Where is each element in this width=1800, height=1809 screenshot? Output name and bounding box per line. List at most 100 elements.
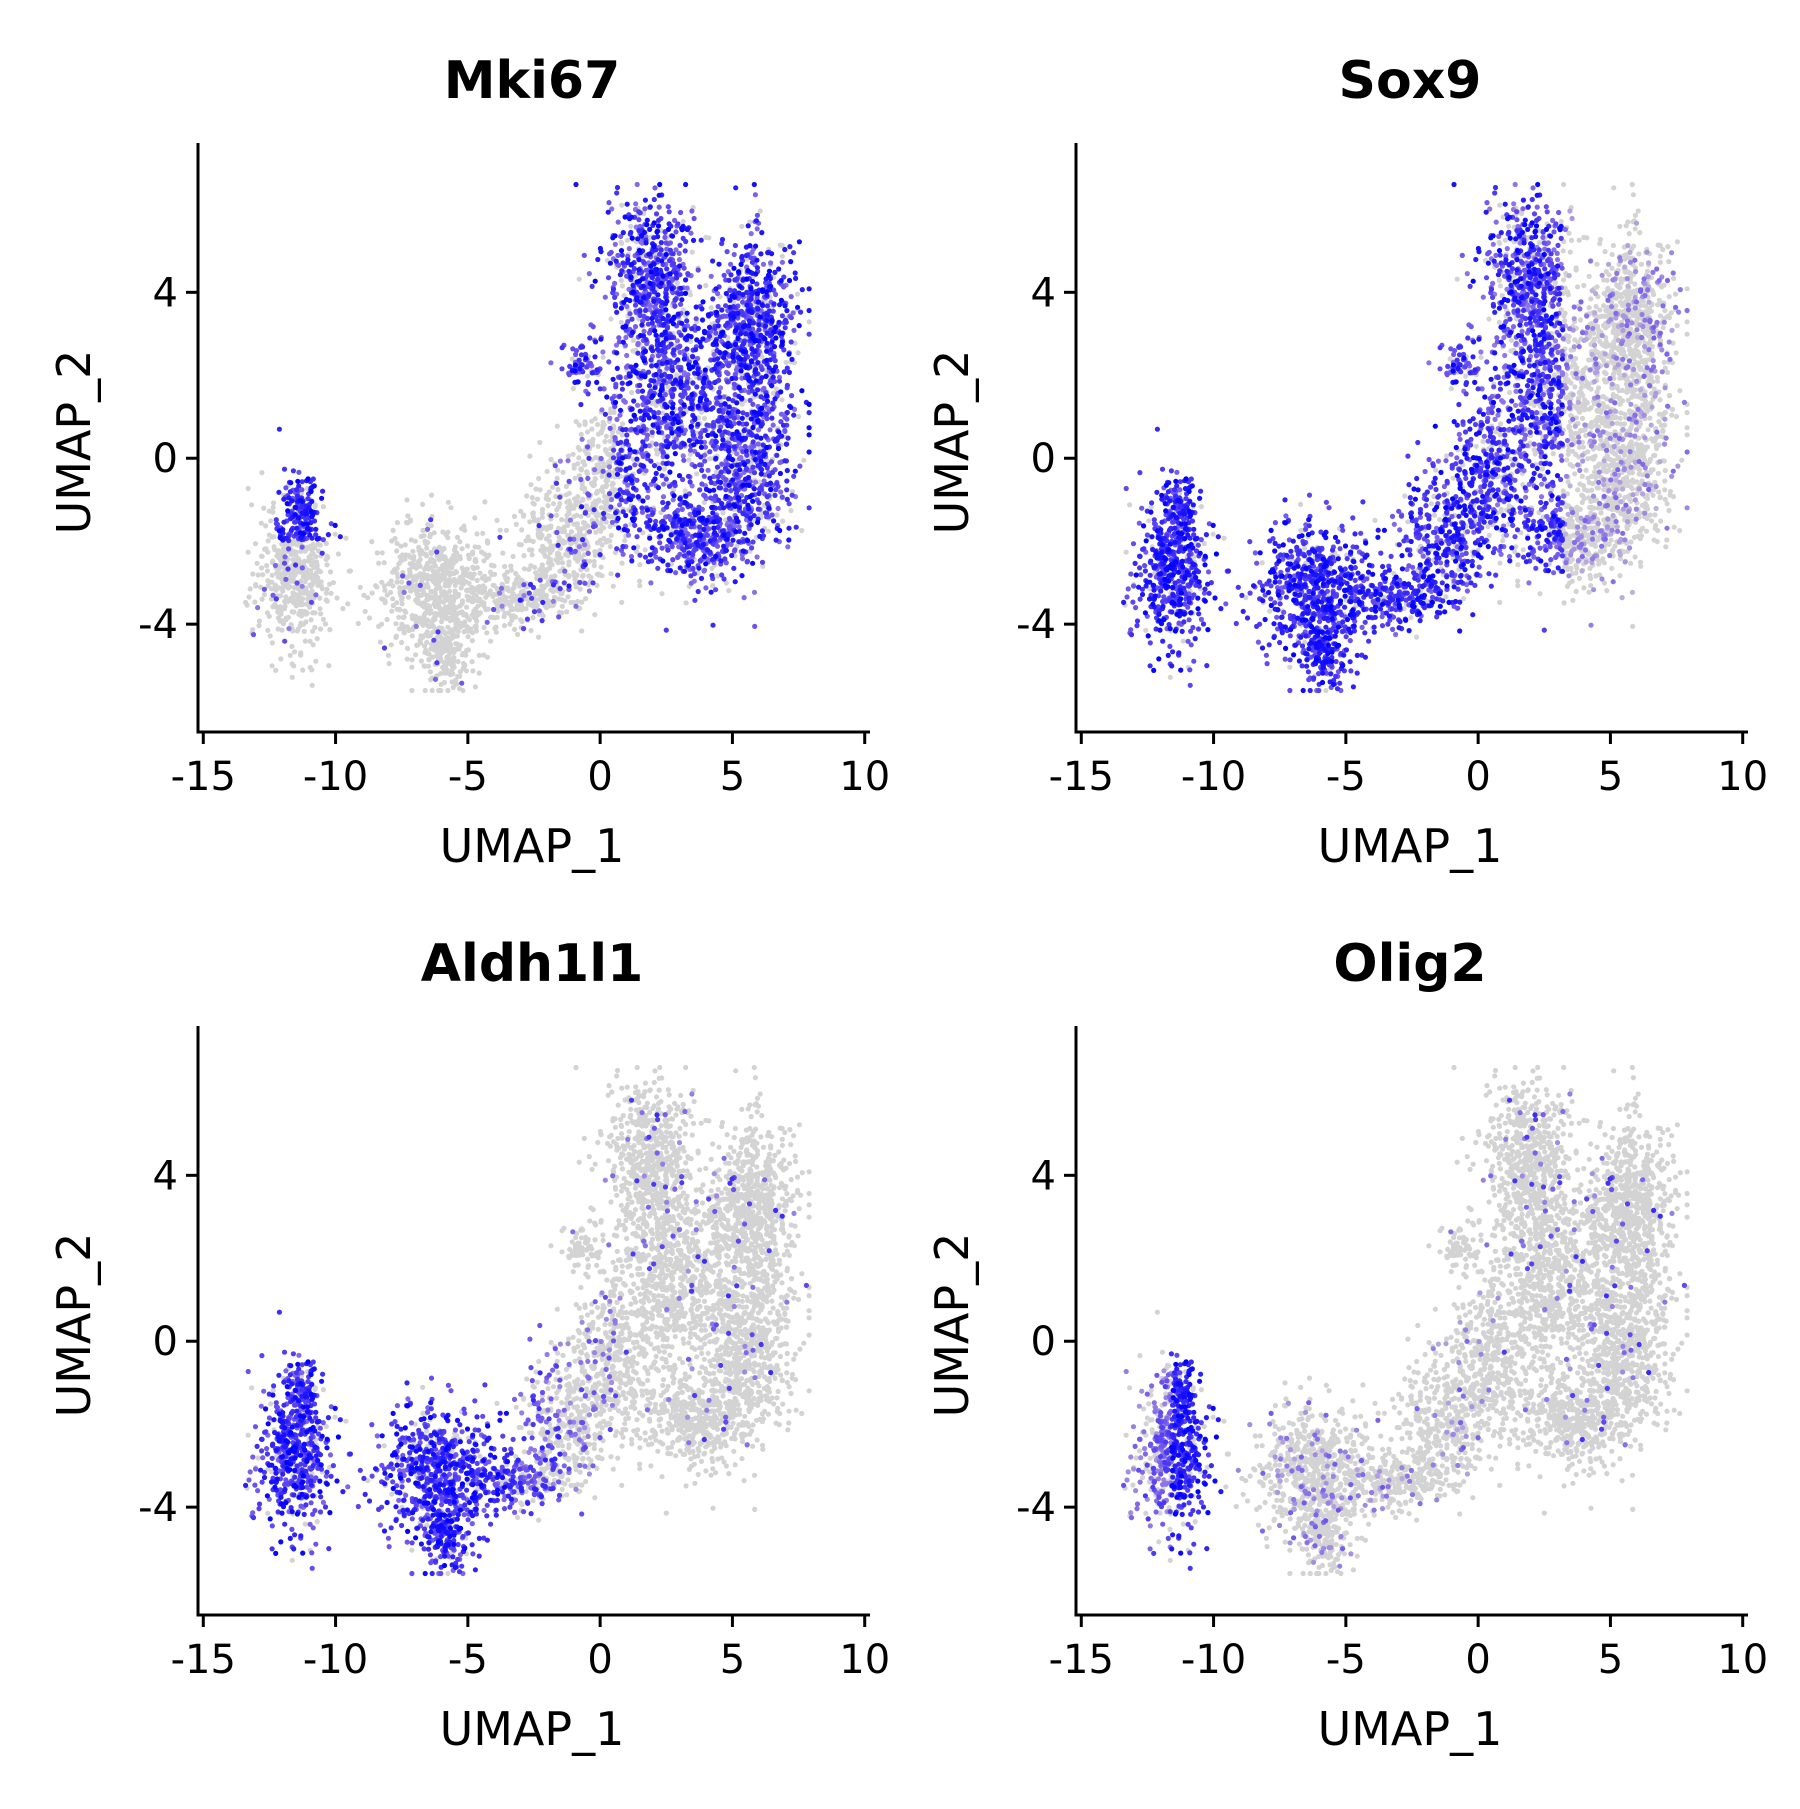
cell-point	[320, 488, 326, 494]
cell-point	[518, 617, 524, 623]
cell-point	[618, 319, 624, 325]
cell-point	[806, 410, 812, 416]
cell-point	[773, 537, 779, 543]
cell-point	[538, 535, 544, 541]
cell-point	[732, 486, 738, 492]
cell-point	[537, 439, 543, 446]
cell-point	[528, 563, 534, 569]
cell-point	[759, 528, 766, 534]
cell-point	[592, 354, 598, 360]
cell-point	[441, 660, 448, 666]
cell-point	[463, 587, 470, 594]
cell-point	[425, 526, 431, 532]
cell-point	[607, 425, 613, 431]
cell-point	[449, 679, 455, 685]
cell-point	[517, 597, 523, 603]
cell-point	[527, 453, 533, 459]
cell-point	[656, 217, 662, 223]
cell-point	[697, 284, 703, 290]
cell-point	[721, 272, 727, 278]
cell-point	[416, 544, 422, 551]
cell-point	[642, 206, 648, 212]
cell-point	[392, 536, 398, 542]
cell-point	[529, 552, 535, 558]
cell-point	[691, 215, 697, 222]
cell-point	[678, 332, 684, 338]
cell-point	[268, 518, 274, 524]
cell-point	[654, 318, 661, 324]
cell-point	[676, 250, 682, 256]
cell-point	[660, 494, 667, 500]
cell-point	[390, 596, 396, 602]
cell-point	[376, 623, 382, 630]
cell-point	[304, 591, 310, 597]
cell-point	[545, 546, 551, 552]
cell-point	[585, 444, 591, 450]
cell-point	[431, 530, 437, 536]
cell-point	[752, 348, 758, 354]
cell-point	[718, 469, 724, 475]
cell-point	[764, 312, 771, 318]
cell-point	[438, 639, 444, 645]
cell-point	[755, 343, 762, 349]
cell-point	[602, 411, 609, 417]
cell-point	[335, 551, 341, 557]
cell-point	[446, 579, 452, 585]
cell-point	[663, 240, 669, 246]
cell-point	[362, 608, 368, 615]
cell-point	[540, 599, 546, 606]
cell-point	[437, 598, 443, 605]
cell-point	[556, 614, 562, 620]
cell-point	[466, 556, 472, 562]
cell-point	[739, 223, 745, 229]
cell-point	[724, 249, 730, 255]
cell-point	[678, 392, 684, 398]
cell-point	[565, 458, 571, 464]
cell-point	[767, 427, 773, 433]
cell-point	[508, 613, 514, 619]
cell-point	[299, 565, 305, 571]
cell-point	[644, 485, 650, 491]
cell-point	[642, 443, 648, 449]
cell-point	[614, 190, 620, 196]
cell-point	[791, 250, 797, 256]
cell-point	[697, 487, 703, 493]
cell-point	[652, 185, 658, 191]
cell-point	[445, 610, 451, 616]
cell-point	[788, 315, 795, 321]
cell-point	[731, 565, 737, 571]
cell-point	[345, 601, 351, 607]
cell-point	[452, 582, 458, 588]
cell-point	[806, 319, 812, 325]
cell-point	[742, 443, 748, 450]
cell-point	[703, 585, 709, 591]
cell-point	[748, 296, 754, 302]
cell-point	[561, 580, 567, 586]
cell-point	[719, 415, 725, 421]
cell-point	[293, 562, 299, 568]
cell-point	[635, 350, 641, 356]
cell-point	[780, 422, 787, 428]
cell-point	[635, 340, 641, 346]
cell-point	[798, 309, 804, 315]
cell-point	[497, 534, 503, 540]
cell-point	[673, 270, 679, 276]
cell-point	[750, 464, 756, 470]
cell-point	[409, 657, 415, 663]
cell-point	[296, 469, 302, 475]
cell-point	[687, 292, 694, 298]
cell-point	[619, 380, 625, 386]
cell-point	[270, 558, 276, 564]
cell-point	[312, 503, 318, 510]
cell-point	[571, 521, 577, 527]
cell-point	[687, 447, 694, 453]
cell-point	[578, 344, 584, 350]
cell-point	[524, 493, 530, 499]
cell-point	[424, 597, 430, 603]
cell-point	[610, 583, 616, 589]
cell-point	[645, 559, 652, 565]
cell-point	[425, 584, 431, 590]
cell-point	[407, 588, 414, 594]
cell-point	[443, 560, 449, 566]
cell-point	[619, 252, 625, 258]
